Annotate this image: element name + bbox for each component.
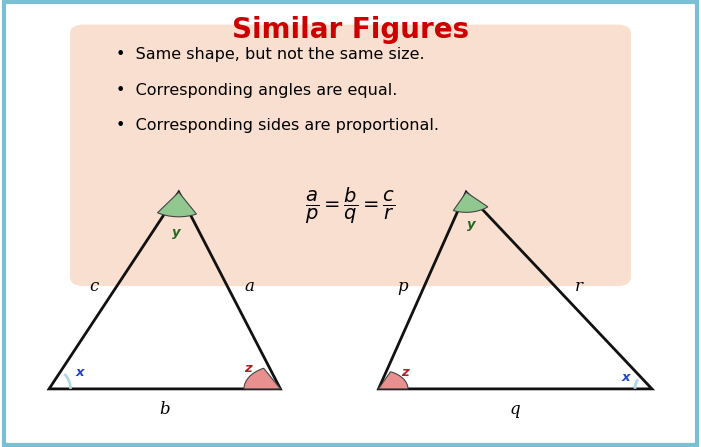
Text: z: z <box>244 363 252 375</box>
Text: •  Same shape, but not the same size.: • Same shape, but not the same size. <box>116 47 424 62</box>
Wedge shape <box>379 372 408 389</box>
Text: •  Corresponding angles are equal.: • Corresponding angles are equal. <box>116 83 397 98</box>
Text: a: a <box>244 278 254 295</box>
Wedge shape <box>158 192 196 217</box>
Text: x: x <box>76 366 85 379</box>
Text: Similar Figures: Similar Figures <box>232 16 469 44</box>
FancyBboxPatch shape <box>70 25 631 286</box>
Text: y: y <box>468 219 476 232</box>
Text: y: y <box>172 226 181 239</box>
Text: •  Corresponding sides are proportional.: • Corresponding sides are proportional. <box>116 118 439 134</box>
Text: b: b <box>159 401 170 417</box>
Wedge shape <box>244 368 280 389</box>
Text: z: z <box>401 366 409 379</box>
Text: $\dfrac{a}{p} = \dfrac{b}{q} = \dfrac{c}{r}$: $\dfrac{a}{p} = \dfrac{b}{q} = \dfrac{c}… <box>306 186 395 226</box>
FancyBboxPatch shape <box>4 2 697 445</box>
Text: r: r <box>575 278 583 295</box>
Text: q: q <box>510 401 521 417</box>
Wedge shape <box>454 192 488 212</box>
Text: c: c <box>90 278 99 295</box>
Text: p: p <box>397 278 408 295</box>
Text: x: x <box>622 371 630 384</box>
